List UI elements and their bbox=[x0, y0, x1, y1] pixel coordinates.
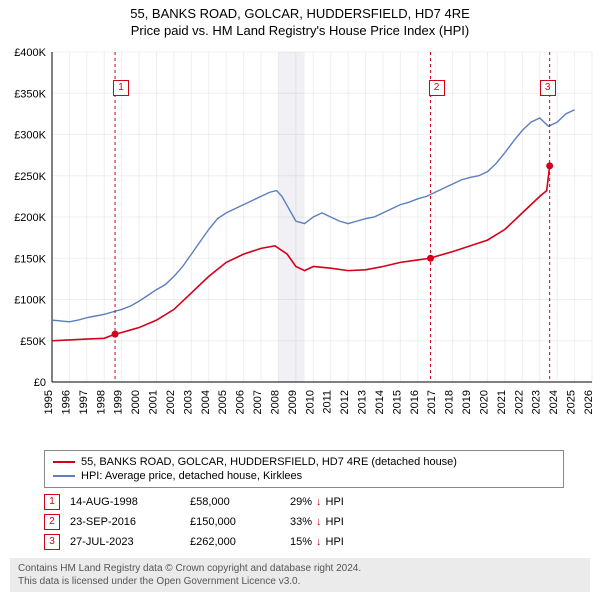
legend-label: HPI: Average price, detached house, Kirk… bbox=[81, 470, 302, 482]
x-tick-label: 2008 bbox=[269, 390, 281, 414]
sale-marker-dot bbox=[427, 255, 434, 262]
chart-title-block: 55, BANKS ROAD, GOLCAR, HUDDERSFIELD, HD… bbox=[0, 0, 600, 38]
x-tick-label: 2018 bbox=[444, 390, 456, 414]
sale-marker-dot bbox=[112, 331, 119, 338]
x-tick-label: 2000 bbox=[130, 390, 142, 414]
footer-line1: Contains HM Land Registry data © Crown c… bbox=[18, 562, 582, 575]
x-tick-label: 2017 bbox=[426, 390, 438, 414]
x-tick-label: 1998 bbox=[95, 390, 107, 414]
chart-area: £0 £50K £100K £150K £200K £250K £300K £350K £400… bbox=[0, 42, 600, 442]
x-tick-label: 2011 bbox=[322, 390, 334, 414]
x-tick-label: 2009 bbox=[287, 390, 299, 414]
x-tick-label: 1999 bbox=[113, 390, 125, 414]
x-tick-label: 2025 bbox=[566, 390, 578, 414]
x-tick-label: 2024 bbox=[548, 390, 560, 414]
x-tick-label: 2023 bbox=[531, 390, 543, 414]
sales-row-pct: 29%↓HPI bbox=[290, 496, 390, 508]
y-tick-label: £100K bbox=[14, 295, 46, 307]
sales-row-pct: 33%↓HPI bbox=[290, 516, 390, 528]
x-tick-label: 2005 bbox=[217, 390, 229, 414]
x-tick-label: 2007 bbox=[252, 390, 264, 414]
y-tick-label: £0 bbox=[34, 377, 46, 389]
sales-row-pct: 15%↓HPI bbox=[290, 536, 390, 548]
x-tick-label: 2013 bbox=[357, 390, 369, 414]
x-tick-label: 2003 bbox=[182, 390, 194, 414]
footer-attribution: Contains HM Land Registry data © Crown c… bbox=[10, 558, 590, 592]
x-tick-label: 2020 bbox=[478, 390, 490, 414]
legend: 55, BANKS ROAD, GOLCAR, HUDDERSFIELD, HD… bbox=[44, 450, 564, 488]
sales-row: 1 14-AUG-1998 £58,000 29%↓HPI bbox=[44, 492, 590, 512]
x-tick-label: 2002 bbox=[165, 390, 177, 414]
x-tick-label: 2021 bbox=[496, 390, 508, 414]
sales-row: 3 27-JUL-2023 £262,000 15%↓HPI bbox=[44, 532, 590, 552]
x-tick-label: 1997 bbox=[78, 390, 90, 414]
footer-line2: This data is licensed under the Open Gov… bbox=[18, 575, 582, 588]
y-tick-label: £400K bbox=[14, 47, 46, 59]
down-arrow-icon: ↓ bbox=[316, 536, 322, 548]
sale-marker-dot bbox=[546, 162, 553, 169]
y-tick-label: £250K bbox=[14, 171, 46, 183]
sale-marker-box: 3 bbox=[540, 80, 556, 96]
down-arrow-icon: ↓ bbox=[316, 516, 322, 528]
y-tick-label: £150K bbox=[14, 253, 46, 265]
legend-label: 55, BANKS ROAD, GOLCAR, HUDDERSFIELD, HD… bbox=[81, 456, 457, 468]
sales-row: 2 23-SEP-2016 £150,000 33%↓HPI bbox=[44, 512, 590, 532]
x-tick-label: 2019 bbox=[461, 390, 473, 414]
sales-table: 1 14-AUG-1998 £58,000 29%↓HPI 2 23-SEP-2016 £1… bbox=[44, 492, 590, 552]
chart-title-sub: Price paid vs. HM Land Registry's House … bbox=[0, 23, 600, 38]
legend-row: 55, BANKS ROAD, GOLCAR, HUDDERSFIELD, HD… bbox=[53, 455, 555, 469]
x-tick-label: 2012 bbox=[339, 390, 351, 414]
sale-marker-box: 1 bbox=[113, 80, 129, 96]
y-tick-label: £50K bbox=[20, 336, 46, 348]
sales-row-date: 27-JUL-2023 bbox=[70, 536, 180, 548]
x-tick-label: 2026 bbox=[583, 390, 595, 414]
y-tick-label: £350K bbox=[14, 88, 46, 100]
sales-row-price: £150,000 bbox=[190, 516, 280, 528]
x-tick-label: 2001 bbox=[148, 390, 160, 414]
x-tick-label: 2010 bbox=[304, 390, 316, 414]
sales-row-date: 23-SEP-2016 bbox=[70, 516, 180, 528]
legend-row: HPI: Average price, detached house, Kirk… bbox=[53, 469, 555, 483]
x-tick-label: 2015 bbox=[391, 390, 403, 414]
recession-band bbox=[278, 52, 304, 382]
x-tick-label: 2006 bbox=[235, 390, 247, 414]
sales-row-price: £58,000 bbox=[190, 496, 280, 508]
down-arrow-icon: ↓ bbox=[316, 496, 322, 508]
x-tick-label: 2004 bbox=[200, 390, 212, 414]
x-tick-label: 1996 bbox=[60, 390, 72, 414]
x-tick-label: 2016 bbox=[409, 390, 421, 414]
x-tick-label: 1995 bbox=[43, 390, 55, 414]
sales-row-marker: 1 bbox=[44, 494, 60, 510]
legend-swatch bbox=[53, 475, 75, 477]
x-tick-label: 2014 bbox=[374, 390, 386, 414]
legend-swatch bbox=[53, 461, 75, 463]
sale-marker-box: 2 bbox=[429, 80, 445, 96]
y-tick-label: £200K bbox=[14, 212, 46, 224]
sales-row-price: £262,000 bbox=[190, 536, 280, 548]
y-tick-label: £300K bbox=[14, 130, 46, 142]
chart-svg: £0 £50K £100K £150K £200K £250K £300K £350K £400… bbox=[0, 42, 600, 442]
chart-title-address: 55, BANKS ROAD, GOLCAR, HUDDERSFIELD, HD… bbox=[0, 6, 600, 21]
sales-row-marker: 3 bbox=[44, 534, 60, 550]
x-tick-label: 2022 bbox=[513, 390, 525, 414]
sales-row-date: 14-AUG-1998 bbox=[70, 496, 180, 508]
sales-row-marker: 2 bbox=[44, 514, 60, 530]
